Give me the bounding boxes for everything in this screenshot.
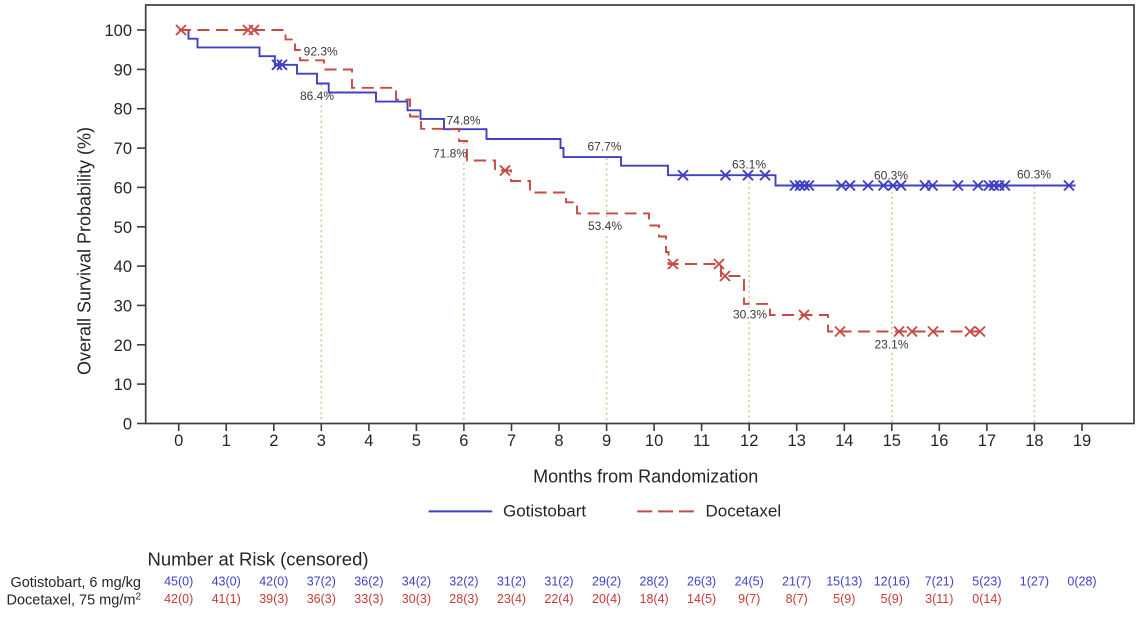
svg-text:45(0): 45(0) <box>164 575 193 589</box>
svg-text:5(9): 5(9) <box>833 592 855 606</box>
svg-text:28(3): 28(3) <box>449 592 478 606</box>
svg-text:8: 8 <box>554 432 563 450</box>
svg-text:30(3): 30(3) <box>402 592 431 606</box>
svg-text:33(3): 33(3) <box>354 592 383 606</box>
svg-text:80: 80 <box>114 101 132 119</box>
svg-text:19: 19 <box>1073 432 1091 450</box>
svg-text:20: 20 <box>114 337 132 355</box>
svg-text:7(21): 7(21) <box>925 575 954 589</box>
svg-text:43(0): 43(0) <box>212 575 241 589</box>
svg-text:74.8%: 74.8% <box>446 114 480 128</box>
svg-text:29(2): 29(2) <box>592 575 621 589</box>
svg-text:3(11): 3(11) <box>925 592 953 606</box>
svg-text:15: 15 <box>883 432 901 450</box>
svg-text:12: 12 <box>740 432 758 450</box>
svg-text:90: 90 <box>114 61 132 79</box>
svg-text:42(0): 42(0) <box>259 575 288 589</box>
svg-text:0: 0 <box>174 432 183 450</box>
svg-text:92.3%: 92.3% <box>304 45 338 59</box>
svg-text:34(2): 34(2) <box>402 575 431 589</box>
svg-text:32(2): 32(2) <box>449 575 478 589</box>
svg-text:40: 40 <box>114 258 132 276</box>
svg-text:42(0): 42(0) <box>164 592 193 606</box>
svg-text:39(3): 39(3) <box>259 592 288 606</box>
svg-text:12(16): 12(16) <box>874 575 910 589</box>
svg-text:Docetaxel: Docetaxel <box>706 502 782 521</box>
svg-text:9(7): 9(7) <box>738 592 760 606</box>
svg-text:1: 1 <box>222 432 231 450</box>
svg-text:18(4): 18(4) <box>640 592 669 606</box>
svg-text:Overall Survival Probability (: Overall Survival Probability (%) <box>75 127 95 375</box>
svg-text:60.3%: 60.3% <box>1017 168 1051 182</box>
svg-text:26(3): 26(3) <box>687 575 716 589</box>
svg-text:14(5): 14(5) <box>687 592 716 606</box>
svg-text:5(9): 5(9) <box>881 592 903 606</box>
svg-text:2: 2 <box>269 432 278 450</box>
svg-text:0(14): 0(14) <box>972 592 1001 606</box>
svg-text:5: 5 <box>412 432 421 450</box>
svg-text:30.3%: 30.3% <box>733 308 767 322</box>
svg-text:9: 9 <box>602 432 611 450</box>
svg-text:28(2): 28(2) <box>640 575 669 589</box>
svg-text:60: 60 <box>114 179 132 197</box>
svg-text:36(3): 36(3) <box>307 592 336 606</box>
svg-text:24(5): 24(5) <box>735 575 764 589</box>
svg-text:14: 14 <box>835 432 853 450</box>
svg-text:50: 50 <box>114 219 132 237</box>
svg-text:1(27): 1(27) <box>1020 575 1049 589</box>
svg-text:20(4): 20(4) <box>592 592 621 606</box>
svg-text:8(7): 8(7) <box>786 592 808 606</box>
svg-text:5(23): 5(23) <box>972 575 1001 589</box>
svg-text:21(7): 21(7) <box>782 575 811 589</box>
svg-text:36(2): 36(2) <box>354 575 383 589</box>
svg-text:Docetaxel, 75 mg/m2: Docetaxel, 75 mg/m2 <box>6 591 141 609</box>
svg-text:3: 3 <box>317 432 326 450</box>
svg-text:16: 16 <box>930 432 948 450</box>
svg-text:30: 30 <box>114 297 132 315</box>
svg-text:18: 18 <box>1025 432 1043 450</box>
svg-text:Gotistobart: Gotistobart <box>503 502 586 521</box>
svg-text:60.3%: 60.3% <box>874 169 908 183</box>
svg-text:6: 6 <box>459 432 468 450</box>
svg-text:100: 100 <box>104 22 132 40</box>
svg-text:41(1): 41(1) <box>212 592 241 606</box>
svg-text:86.4%: 86.4% <box>300 89 334 103</box>
svg-text:31(2): 31(2) <box>544 575 573 589</box>
svg-text:Months from Randomization: Months from Randomization <box>533 467 758 487</box>
svg-text:7: 7 <box>507 432 516 450</box>
svg-text:23.1%: 23.1% <box>874 338 908 352</box>
svg-text:53.4%: 53.4% <box>588 219 622 233</box>
svg-text:63.1%: 63.1% <box>732 158 766 172</box>
svg-text:37(2): 37(2) <box>307 575 336 589</box>
svg-text:0: 0 <box>123 416 132 434</box>
svg-text:10: 10 <box>645 432 663 450</box>
svg-text:23(4): 23(4) <box>497 592 526 606</box>
svg-text:67.7%: 67.7% <box>587 140 621 154</box>
svg-text:10: 10 <box>114 376 132 394</box>
svg-text:Number at Risk (censored): Number at Risk (censored) <box>148 549 369 570</box>
svg-text:4: 4 <box>364 432 373 450</box>
svg-text:70: 70 <box>114 140 132 158</box>
svg-text:Gotistobart, 6 mg/kg: Gotistobart, 6 mg/kg <box>10 575 141 591</box>
svg-text:0(28): 0(28) <box>1067 575 1096 589</box>
svg-text:31(2): 31(2) <box>497 575 526 589</box>
svg-text:71.8%: 71.8% <box>433 147 467 161</box>
svg-text:11: 11 <box>693 432 710 450</box>
svg-text:22(4): 22(4) <box>544 592 573 606</box>
svg-text:17: 17 <box>978 432 996 450</box>
svg-text:13: 13 <box>788 432 806 450</box>
svg-text:15(13): 15(13) <box>826 575 862 589</box>
